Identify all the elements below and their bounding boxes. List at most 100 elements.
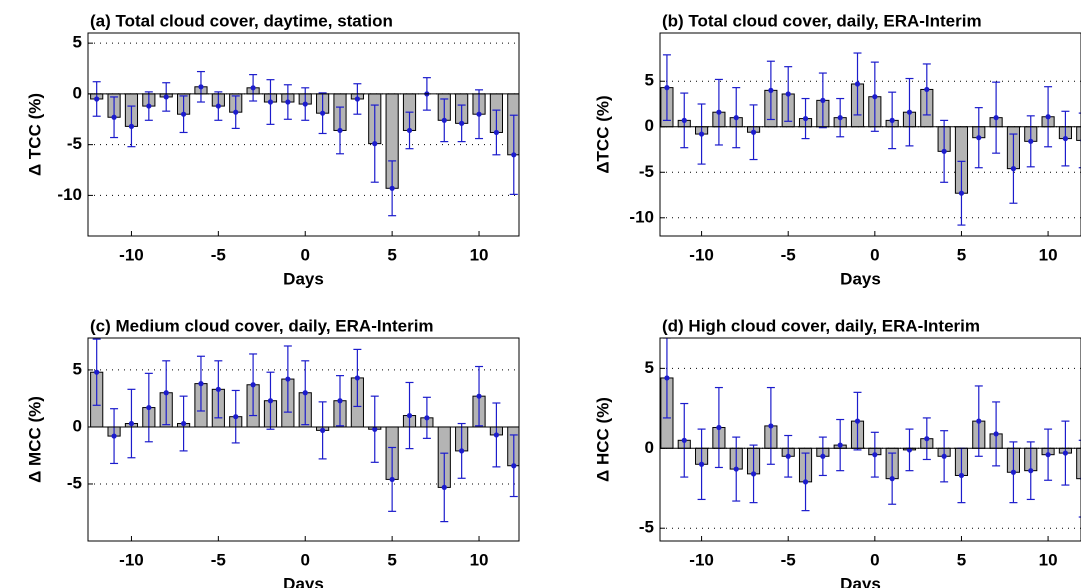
- axes-box: [87, 337, 520, 542]
- y-tick-label: -10: [629, 207, 654, 226]
- mean-dot: [163, 390, 169, 396]
- mean-dot: [1028, 468, 1034, 474]
- mean-dot: [233, 414, 239, 420]
- mean-dot: [837, 115, 843, 121]
- axes-box: [659, 337, 1081, 542]
- mean-dot: [320, 427, 326, 433]
- mean-dot: [854, 418, 861, 424]
- mean-dot: [511, 152, 517, 158]
- bar: [1076, 447, 1081, 480]
- mean-dot: [337, 127, 343, 134]
- x-tick-label: 5: [957, 245, 966, 264]
- mean-dot: [441, 484, 447, 490]
- y-axis-label: Δ TCC (%): [25, 93, 44, 176]
- x-tick-label: -10: [119, 245, 144, 264]
- mean-dot: [785, 91, 791, 97]
- x-tick-label: -5: [211, 245, 226, 264]
- mean-dot: [372, 141, 378, 147]
- axes-box: [659, 32, 1081, 237]
- mean-dot: [94, 96, 100, 102]
- y-tick-label: -5: [639, 162, 654, 181]
- panel-title: (b) Total cloud cover, daily, ERA-Interi…: [662, 11, 982, 30]
- mean-dot: [267, 398, 274, 404]
- mean-dot: [1010, 469, 1017, 475]
- mean-dot: [459, 120, 465, 126]
- y-axis-label: ΔTCC (%): [593, 95, 612, 173]
- x-tick-label: 0: [870, 550, 879, 569]
- x-tick-label: 5: [387, 245, 396, 264]
- mean-dot: [1045, 452, 1051, 458]
- bars: [88, 70, 519, 217]
- bar: [1076, 126, 1081, 141]
- mean-dot: [302, 390, 308, 396]
- mean-dot: [993, 115, 999, 121]
- x-tick-label: 10: [1039, 550, 1058, 569]
- bars: [88, 338, 519, 523]
- mean-dot: [406, 127, 413, 134]
- mean-dot: [820, 97, 826, 103]
- y-tick-label: -5: [67, 473, 82, 492]
- x-tick-label: 0: [301, 550, 310, 569]
- plot-area: [88, 33, 519, 236]
- mean-dot: [215, 386, 221, 392]
- plot-area: [88, 338, 519, 541]
- mean-dot: [94, 369, 100, 375]
- mean-dot: [872, 452, 878, 458]
- panel: -10 -5 0 5 -10 -5 0 5 10 (a) Total cloud cover, d…: [25, 11, 520, 288]
- x-axis-label: Days: [840, 574, 881, 588]
- mean-dot: [459, 448, 465, 454]
- y-tick-label: 5: [73, 359, 82, 378]
- mean-dot: [1062, 135, 1069, 142]
- panel-title: (a) Total cloud cover, daytime, station: [90, 11, 393, 30]
- mean-dot: [354, 96, 360, 102]
- mean-dot: [906, 109, 913, 115]
- mean-dot: [993, 431, 999, 437]
- y-tick-label: 5: [645, 358, 654, 377]
- x-tick-label: 0: [301, 245, 310, 264]
- x-axis-label: Days: [283, 574, 324, 588]
- mean-dot: [389, 476, 395, 483]
- mean-dot: [681, 117, 687, 123]
- mean-dot: [198, 84, 204, 90]
- error-bar: [1078, 439, 1081, 518]
- mean-dot: [111, 114, 117, 120]
- mean-dot: [285, 99, 291, 105]
- panel: -10 -5 0 5 -10 -5 0 5 10 (b) Total cloud cover, d…: [593, 11, 1081, 288]
- mean-dot: [233, 109, 239, 115]
- mean-dot: [664, 85, 670, 91]
- mean-dot: [958, 472, 965, 479]
- mean-dot: [493, 432, 500, 438]
- mean-dot: [941, 148, 947, 154]
- x-axis-label: Days: [840, 269, 881, 288]
- y-tick-label: -10: [57, 185, 82, 204]
- mean-dot: [146, 404, 152, 411]
- mean-dot: [1028, 138, 1034, 144]
- y-tick-label: 5: [73, 33, 82, 52]
- mean-dot: [889, 476, 895, 482]
- mean-dot: [198, 381, 204, 387]
- mean-dot: [924, 436, 930, 442]
- panel: -5 0 5 -10 -5 0 5 10 (c) Medium cloud cover, dai…: [25, 316, 520, 588]
- mean-dot: [372, 426, 378, 432]
- mean-dot: [215, 103, 221, 109]
- x-tick-label: 10: [470, 550, 489, 569]
- mean-dot: [802, 479, 809, 485]
- y-tick-label: -5: [67, 134, 82, 153]
- mean-dot: [511, 463, 517, 469]
- mean-dot: [1010, 166, 1017, 172]
- x-tick-label: -10: [689, 550, 714, 569]
- mean-dot: [424, 415, 430, 421]
- mean-dot: [389, 185, 395, 191]
- mean-dot: [802, 115, 809, 122]
- x-tick-label: 5: [957, 550, 966, 569]
- panel-title: (d) High cloud cover, daily, ERA-Interim: [662, 316, 980, 335]
- panel: -5 0 5 -10 -5 0 5 10 (d) High cloud cover, daily…: [593, 316, 1081, 588]
- axes-box: [87, 32, 520, 237]
- x-tick-label: 10: [470, 245, 489, 264]
- mean-dot: [250, 382, 256, 388]
- mean-dot: [476, 111, 482, 117]
- y-tick-label: 0: [73, 83, 82, 102]
- y-tick-label: 5: [645, 71, 654, 90]
- mean-dot: [476, 393, 482, 399]
